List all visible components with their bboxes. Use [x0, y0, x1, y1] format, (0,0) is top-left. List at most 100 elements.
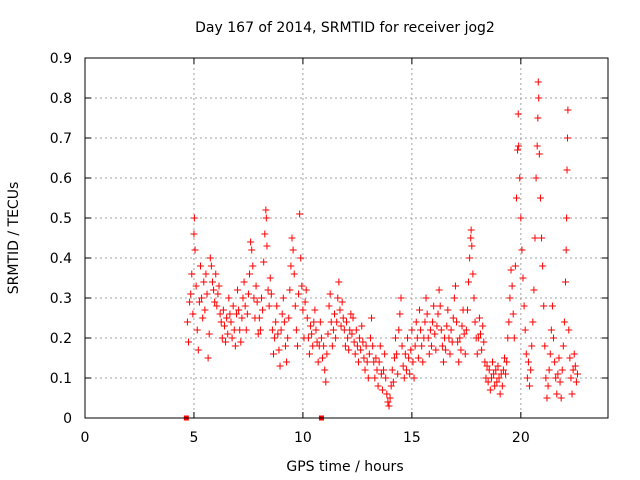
data-point: [284, 334, 292, 342]
data-point: [343, 318, 350, 326]
data-point: [345, 346, 353, 354]
data-point: [373, 366, 381, 374]
data-point: [416, 306, 424, 314]
data-point: [484, 378, 492, 386]
data-point: [401, 350, 409, 358]
data-point: [410, 374, 418, 382]
data-point: [527, 366, 535, 374]
data-point: [477, 330, 485, 338]
data-point: [438, 342, 446, 350]
data-point: [535, 94, 543, 102]
data-point: [387, 382, 395, 390]
data-point: [288, 234, 296, 242]
data-point: [359, 338, 367, 346]
data-point: [314, 358, 322, 366]
data-point: [411, 342, 419, 350]
data-point: [514, 110, 522, 118]
data-point: [224, 330, 232, 338]
data-point: [406, 370, 414, 378]
data-point: [465, 278, 473, 286]
data-point: [474, 334, 482, 342]
data-point: [219, 306, 227, 314]
data-point: [242, 326, 250, 334]
data-point: [486, 386, 494, 394]
data-point: [570, 350, 578, 358]
data-point: [554, 370, 562, 378]
data-point: [462, 326, 470, 334]
data-point: [396, 310, 404, 318]
y-tick-label: 0.8: [50, 91, 72, 107]
data-point: [425, 350, 433, 358]
data-point: [328, 342, 336, 350]
data-point: [308, 330, 316, 338]
data-point: [295, 290, 303, 298]
y-tick-label: 0.5: [50, 211, 72, 227]
data-point: [185, 338, 193, 346]
data-point: [360, 354, 368, 362]
data-point: [383, 390, 391, 398]
data-point: [529, 318, 537, 326]
data-point: [572, 378, 580, 386]
data-point: [269, 350, 277, 358]
data-point: [278, 310, 286, 318]
data-point: [478, 346, 486, 354]
data-point: [485, 366, 493, 374]
data-point: [299, 306, 307, 314]
data-point: [531, 234, 539, 242]
data-point: [471, 318, 479, 326]
data-point: [444, 306, 452, 314]
data-point: [321, 366, 329, 374]
data-point: [538, 234, 546, 242]
data-point: [518, 246, 526, 254]
data-point: [539, 262, 547, 270]
data-point: [244, 290, 252, 298]
data-point: [356, 334, 364, 342]
data-point: [285, 314, 293, 322]
data-point: [358, 322, 366, 330]
data-point: [205, 330, 213, 338]
data-point: [260, 258, 268, 266]
data-point: [198, 294, 206, 302]
data-point: [289, 246, 297, 254]
data-point: [408, 326, 416, 334]
data-point: [377, 370, 385, 378]
data-point: [389, 378, 397, 386]
x-tick-label: 5: [189, 430, 198, 446]
data-point: [455, 358, 463, 366]
data-point: [325, 302, 333, 310]
x-tick-label: 0: [81, 430, 90, 446]
data-point: [275, 346, 283, 354]
data-point: [220, 322, 228, 330]
data-point: [393, 350, 401, 358]
data-point: [409, 358, 417, 366]
data-point: [423, 310, 431, 318]
data-point: [291, 302, 299, 310]
data-point: [200, 278, 208, 286]
data-point: [371, 374, 379, 382]
data-point: [493, 378, 501, 386]
data-point: [256, 326, 264, 334]
data-point: [368, 314, 376, 322]
data-point: [495, 374, 503, 382]
data-point: [557, 394, 565, 402]
data-point: [286, 286, 294, 294]
data-point: [555, 354, 563, 362]
data-point: [536, 194, 544, 202]
data-point: [563, 166, 571, 174]
data-point: [341, 342, 349, 350]
data-point: [378, 386, 386, 394]
data-point: [376, 342, 384, 350]
x-tick-label: 15: [403, 430, 421, 446]
data-point: [208, 278, 216, 286]
data-point: [363, 358, 371, 366]
data-point: [418, 342, 426, 350]
data-point: [246, 270, 254, 278]
data-point: [366, 334, 374, 342]
data-point: [297, 254, 305, 262]
data-point: [466, 254, 474, 262]
data-point: [481, 358, 489, 366]
data-point: [395, 326, 403, 334]
data-point: [510, 334, 518, 342]
data-point: [560, 318, 568, 326]
